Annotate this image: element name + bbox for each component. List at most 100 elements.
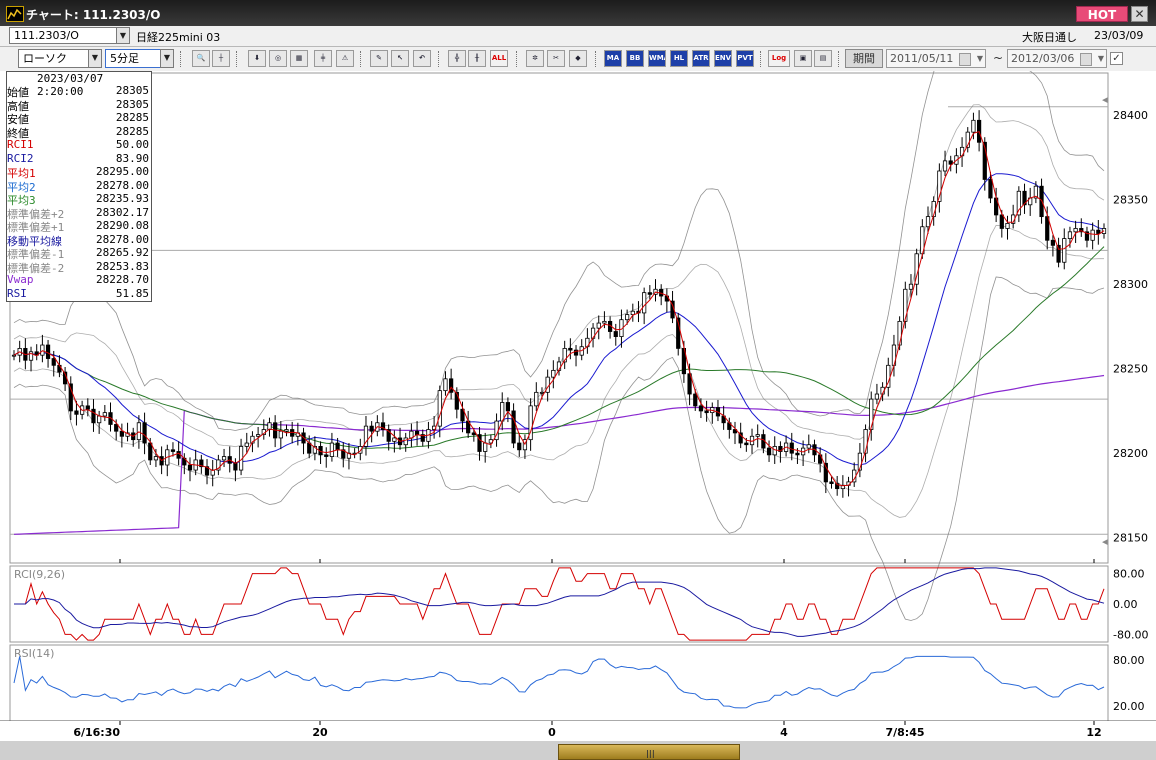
chart-area[interactable]: 28400 28350 28300 28250 28200 28150 ◂ ◂ RCI(9,26… [0,71,1156,760]
symbol-select[interactable]: 111.2303/O [9,27,129,44]
candle-body [647,292,652,295]
chart-type-select[interactable]: ローソク [18,49,102,68]
hot-button[interactable]: HOT [1076,6,1128,22]
all-button[interactable]: ALL [490,50,508,67]
chevron-down-icon[interactable]: ▼ [160,49,174,68]
candle-icon[interactable]: ╪ [314,50,332,67]
candle-body [380,422,386,430]
download-icon[interactable]: ⬇ [248,50,266,67]
ma-button[interactable]: MA [604,50,622,67]
grid-icon[interactable]: ▦ [290,50,308,67]
zoom-icon[interactable]: 🔍 [192,50,210,67]
interval-select[interactable]: 5分足 [105,49,173,68]
export-icon[interactable]: ▣ [794,50,812,67]
candle-body [874,393,880,400]
info-value: 28285 [115,111,149,124]
info-label: 平均3 [7,194,36,207]
rsi-tick-label: 20.00 [1113,700,1145,713]
candle-body [897,320,902,346]
candle-body [573,349,579,356]
candle-body [420,434,425,442]
candle-body [965,131,970,148]
instrument-name: 日経225mini 03 [136,31,221,44]
crosshair-icon[interactable]: ┼ [212,50,230,67]
candle-body [744,442,749,446]
chevron-down-icon[interactable]: ▼ [116,27,130,44]
undo-icon[interactable]: ↶ [413,50,431,67]
info-label: 終値 [7,126,29,140]
candle-body [630,310,635,316]
info-label: 移動平均線 [7,234,62,248]
rci-panel-label: RCI(9,26) [14,568,65,581]
candle-body [1022,190,1027,206]
gear-icon[interactable]: ✲ [526,50,544,67]
info-value: 83.90 [115,151,149,165]
start-date-field[interactable]: 2011/05/11 ▼ [886,49,986,68]
info-label: 始値 [7,86,29,99]
info-row: RCI2 83.90 [7,152,151,166]
candle-body [869,398,874,430]
candle-body [908,283,914,290]
log-button[interactable]: Log [768,50,790,67]
candle-remove-icon[interactable]: ╫ [468,50,486,67]
candle-body [937,170,942,202]
window-titlebar: チャート: 111.2303/O HOT ✕ [0,0,1156,26]
env-button[interactable]: ENV [714,50,732,67]
period-button[interactable]: 期間 [845,49,883,68]
candle-body [477,434,482,452]
candle-body [45,344,51,359]
palette-icon[interactable]: ◆ [569,50,587,67]
tools-icon[interactable]: ✂ [547,50,565,67]
rsi-tick-label: 80.00 [1113,654,1145,667]
candle-body [806,444,811,449]
candle-body [642,292,647,314]
info-label: 標準偏差-1 [7,248,65,261]
info-row: 標準偏差-1 28265.92 [7,246,151,261]
price-tick-label: 28250 [1113,363,1148,376]
cursor-icon[interactable]: ↖ [391,50,409,67]
price-tick-label: 28200 [1113,447,1148,460]
chevron-down-icon[interactable]: ▼ [1097,54,1104,63]
candle-body [676,317,681,349]
info-value: 28278.00 [96,232,149,246]
candle-body [942,160,948,172]
atr-button[interactable]: ATR [692,50,710,67]
info-row: 終値 28285 [7,125,151,140]
candle-body [1084,231,1090,241]
candle-body [97,415,102,424]
chevron-down-icon[interactable]: ▼ [976,54,983,63]
rci-tick-label: -80.00 [1113,628,1148,641]
info-label: 標準偏差+1 [7,221,65,234]
calendar-icon[interactable] [959,53,971,66]
chart-svg[interactable]: 28400 28350 28300 28250 28200 28150 ◂ ◂ RCI(9,26… [0,71,1156,760]
candle-body [102,412,107,417]
hl-button[interactable]: HL [670,50,688,67]
candle-body [250,435,255,444]
bb-button[interactable]: BB [626,50,644,67]
info-value: 28302.17 [96,205,149,219]
period-checkbox[interactable]: ✓ [1110,52,1123,65]
window-icon[interactable]: ▤ [814,50,832,67]
candle-body [449,378,454,393]
info-row: RCI1 50.00 [7,138,151,152]
end-date-field[interactable]: 2012/03/06 ▼ [1007,49,1107,68]
close-button[interactable]: ✕ [1131,6,1148,22]
search-icon[interactable]: ◎ [269,50,287,67]
pvt-button[interactable]: PVT [736,50,754,67]
candle-body [443,378,448,392]
candle-body [698,405,704,412]
pen-icon[interactable]: ✎ [370,50,388,67]
calendar-icon[interactable] [1080,53,1092,66]
chevron-down-icon[interactable]: ▼ [88,49,102,68]
rci2-line [14,567,1105,637]
candle-add-icon[interactable]: ╬ [448,50,466,67]
end-date-value: 2012/03/06 [1011,52,1075,65]
info-value: 28278.00 [96,178,149,192]
info-row: 始値 28305 [7,84,151,99]
candle-body [1050,239,1056,246]
warning-icon[interactable]: ⚠ [336,50,354,67]
candle-body [437,390,442,427]
wma-button[interactable]: WMA [648,50,666,67]
x-tick-label: 6/16:30 [73,726,120,739]
candle-body [392,437,397,442]
